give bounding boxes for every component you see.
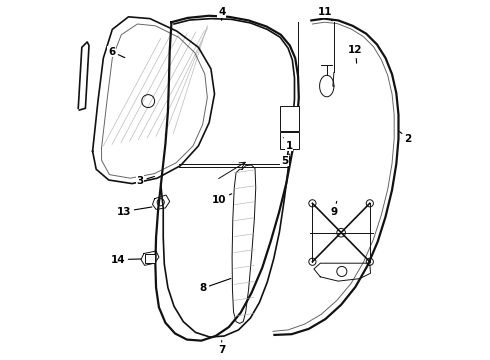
Text: 8: 8: [199, 278, 231, 293]
Text: 12: 12: [348, 45, 363, 63]
Text: 11: 11: [318, 7, 332, 21]
Bar: [280, 106, 299, 131]
Text: 14: 14: [110, 255, 141, 265]
Bar: [145, 254, 155, 263]
Text: 7: 7: [218, 341, 225, 355]
Text: 1: 1: [283, 138, 293, 150]
Text: 10: 10: [212, 194, 232, 205]
Text: 2: 2: [399, 131, 412, 144]
Bar: [280, 132, 299, 149]
Text: 5: 5: [281, 154, 290, 166]
Text: 3: 3: [137, 176, 154, 186]
Text: 9: 9: [330, 201, 338, 217]
Text: 6: 6: [108, 46, 125, 58]
Text: 4: 4: [218, 7, 225, 21]
Text: 13: 13: [117, 207, 152, 217]
